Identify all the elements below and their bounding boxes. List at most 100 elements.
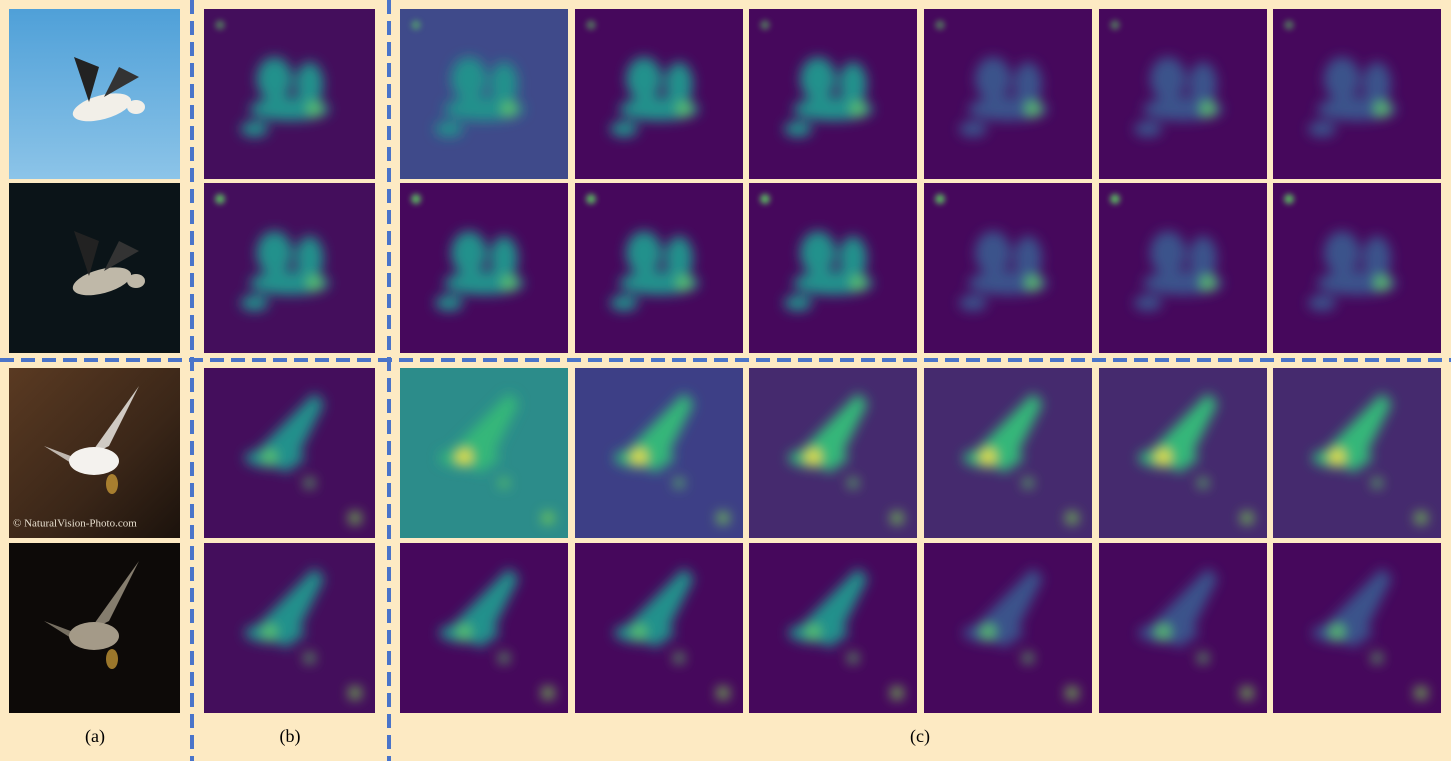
blob — [1134, 121, 1162, 137]
tile — [575, 183, 743, 353]
hot-spot — [1372, 653, 1382, 663]
photo-bg — [9, 183, 180, 353]
corner-spot — [1110, 20, 1120, 30]
heat-blobs — [240, 231, 330, 311]
heatmap-bg — [924, 183, 1092, 353]
blob — [240, 295, 269, 311]
hot-spot — [1026, 102, 1040, 116]
corner-spot — [935, 194, 945, 204]
blob — [975, 231, 1011, 275]
watermark: © NaturalVision-Photo.com — [13, 518, 137, 530]
hot-spot — [304, 653, 315, 663]
corner-spot — [891, 687, 903, 699]
blob — [1134, 295, 1162, 311]
bird-head — [127, 100, 145, 114]
hot-spot — [499, 478, 509, 488]
hot-spot — [1201, 102, 1215, 116]
corner-spot — [215, 194, 225, 204]
blob — [619, 97, 699, 121]
corner-spot — [411, 20, 421, 30]
blob — [1143, 271, 1223, 295]
bird-body — [69, 447, 119, 475]
tile — [1273, 9, 1441, 179]
hot-spot — [1026, 276, 1040, 290]
heatmap-bg — [204, 183, 375, 353]
hot-spot — [981, 625, 995, 639]
corner-spot — [760, 20, 770, 30]
heat-blobs — [614, 393, 729, 524]
tile — [575, 543, 743, 713]
tile — [1273, 543, 1441, 713]
tile: © NaturalVision-Photo.com — [9, 368, 180, 538]
blob — [490, 236, 518, 280]
blob — [1363, 236, 1391, 280]
hot-spot — [848, 653, 858, 663]
tile — [749, 368, 917, 538]
corner-spot — [1066, 687, 1078, 699]
label-b: (b) — [280, 726, 301, 747]
hot-spot — [1023, 478, 1033, 488]
heat-blobs — [610, 231, 699, 311]
blob — [1014, 62, 1042, 106]
corner-spot — [891, 512, 903, 524]
heat-blobs — [963, 568, 1078, 699]
heat-blobs — [435, 57, 524, 137]
blob — [490, 62, 518, 106]
heat-blobs — [963, 393, 1078, 524]
hot-spot — [1375, 276, 1389, 290]
tile — [204, 183, 375, 353]
corner-spot — [1241, 512, 1253, 524]
hot-spot — [981, 450, 995, 464]
photo-bg — [9, 9, 180, 179]
tile — [924, 543, 1092, 713]
bird-wing — [74, 57, 99, 102]
hot-spot — [677, 276, 691, 290]
label-c: (c) — [910, 726, 930, 747]
blob — [451, 231, 487, 275]
hot-spot — [1156, 625, 1170, 639]
corner-spot — [1415, 512, 1427, 524]
blob — [626, 57, 662, 101]
tile — [924, 9, 1092, 179]
heat-blobs — [959, 231, 1048, 311]
bird-body — [69, 622, 119, 650]
bird-wing — [104, 241, 139, 271]
heatmap-bg — [400, 9, 568, 179]
heatmap-bg — [1273, 183, 1441, 353]
blob — [1317, 97, 1397, 121]
hot-spot — [677, 102, 691, 116]
blob — [1014, 236, 1042, 280]
tile — [1099, 9, 1267, 179]
blob — [435, 121, 463, 137]
heat-blobs — [439, 568, 554, 699]
corner-spot — [1110, 194, 1120, 204]
heat-blobs — [959, 57, 1048, 137]
blob — [626, 231, 662, 275]
hot-spot — [848, 478, 858, 488]
tile — [749, 9, 917, 179]
bird-wing — [74, 231, 99, 276]
blob — [1150, 231, 1186, 275]
heat-blobs — [1308, 231, 1397, 311]
blob — [968, 97, 1048, 121]
heatmap-bg — [575, 9, 743, 179]
tile — [400, 183, 568, 353]
hot-spot — [1023, 653, 1033, 663]
blob — [249, 271, 330, 295]
hot-spot — [851, 102, 865, 116]
tile — [1273, 183, 1441, 353]
hot-spot — [1198, 478, 1208, 488]
blob — [665, 62, 693, 106]
blob — [784, 121, 812, 137]
heatmap-bg — [924, 9, 1092, 179]
blob — [959, 295, 987, 311]
corner-spot — [542, 512, 554, 524]
heat-blobs — [439, 393, 554, 524]
blob — [1363, 62, 1391, 106]
blob — [451, 57, 487, 101]
heat-blobs — [788, 393, 903, 524]
blob — [240, 121, 269, 137]
heatmap-bg — [1099, 183, 1267, 353]
tile — [9, 9, 180, 179]
blob — [256, 57, 293, 101]
